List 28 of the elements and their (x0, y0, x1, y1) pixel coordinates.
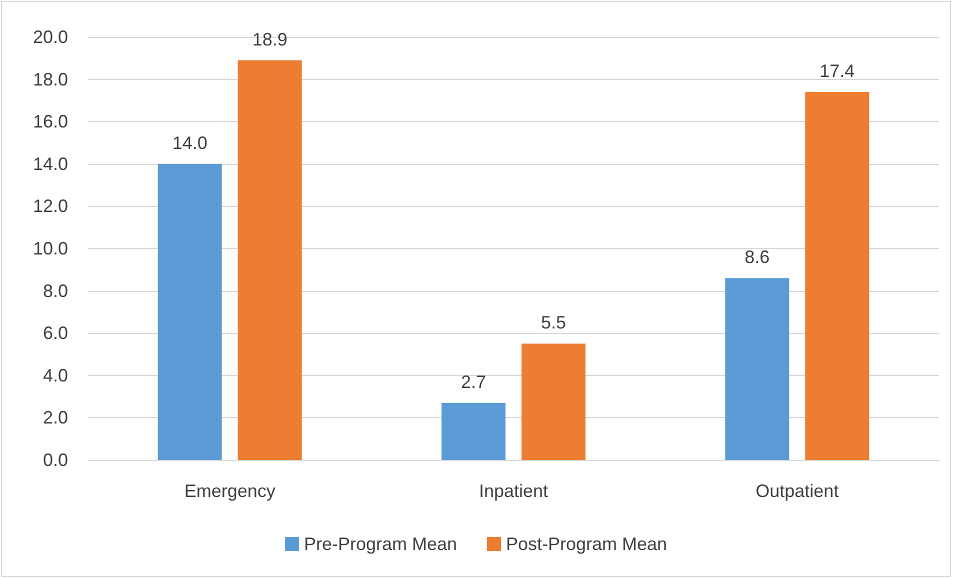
legend-label: Post-Program Mean (506, 534, 668, 554)
data-label: 5.5 (540, 312, 566, 333)
x-tick-label: Inpatient (478, 481, 548, 501)
y-tick-label: 20.0 (32, 27, 68, 47)
y-tick-label: 12.0 (32, 196, 68, 216)
data-label: 18.9 (252, 29, 288, 50)
data-label: 8.6 (744, 247, 770, 268)
bar (442, 402, 506, 460)
legend-label: Pre-Program Mean (304, 534, 458, 554)
y-tick-label: 18.0 (32, 69, 68, 90)
bar (805, 92, 870, 460)
x-tick-label: Outpatient (756, 481, 839, 501)
data-label: 17.4 (820, 60, 855, 81)
bar (238, 60, 302, 460)
y-tick-label: 8.0 (42, 280, 68, 301)
y-tick-label: 0.0 (42, 450, 68, 470)
data-label: 14.0 (172, 132, 208, 153)
x-tick-label: Emergency (184, 481, 276, 501)
y-tick-label: 2.0 (42, 408, 68, 428)
data-label: 2.7 (460, 372, 486, 392)
bar (158, 164, 222, 460)
y-tick-label: 16.0 (32, 112, 68, 132)
y-tick-label: 6.0 (42, 323, 68, 344)
bar (725, 278, 790, 460)
bar (522, 344, 586, 460)
y-tick-label: 14.0 (32, 154, 68, 174)
y-tick-label: 10.0 (32, 238, 68, 258)
y-tick-label: 4.0 (42, 365, 68, 386)
